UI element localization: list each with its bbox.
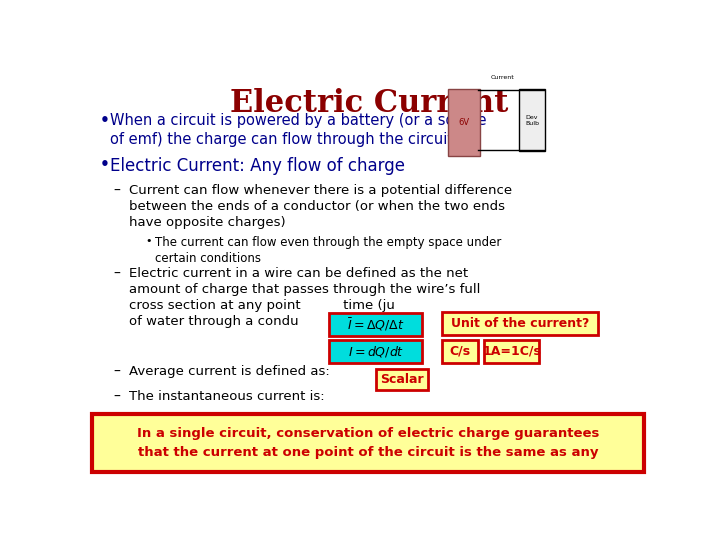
Text: Current: Current [490,75,514,80]
Text: –: – [113,390,120,404]
Text: The instantaneous current is:: The instantaneous current is: [129,390,325,403]
Text: •: • [99,112,109,127]
Text: •: • [99,157,109,172]
Text: In a single circuit, conservation of electric charge guarantees
that the current: In a single circuit, conservation of ele… [137,427,600,459]
FancyBboxPatch shape [442,340,477,363]
Text: The current can flow even through the empty space under
certain conditions: The current can flow even through the em… [155,236,501,265]
Text: 6V: 6V [458,118,469,127]
FancyBboxPatch shape [92,414,644,472]
FancyBboxPatch shape [519,89,545,151]
Text: Electric Current: Electric Current [230,88,508,119]
Text: –: – [113,184,120,198]
Text: Electric Current: Any flow of charge: Electric Current: Any flow of charge [110,157,405,175]
FancyBboxPatch shape [376,369,428,390]
Text: $\bar{I} = \Delta Q/\Delta t$: $\bar{I} = \Delta Q/\Delta t$ [347,316,405,333]
Text: 1A=1C/s: 1A=1C/s [482,345,541,357]
FancyBboxPatch shape [330,313,423,336]
FancyBboxPatch shape [330,340,423,363]
FancyBboxPatch shape [448,89,480,156]
Text: Scalar: Scalar [380,373,424,386]
Text: –: – [113,365,120,379]
Text: Dev
Bulb: Dev Bulb [525,115,539,125]
Text: $I = dQ/dt$: $I = dQ/dt$ [348,344,404,359]
Text: Unit of the current?: Unit of the current? [451,317,589,330]
Text: C/s: C/s [449,345,470,357]
Text: When a circuit is powered by a battery (or a source
of emf) the charge can flow : When a circuit is powered by a battery (… [110,112,487,147]
FancyBboxPatch shape [485,340,539,363]
FancyBboxPatch shape [442,312,598,335]
Text: Average current is defined as:: Average current is defined as: [129,365,330,378]
Text: Electric current in a wire can be defined as the net
amount of charge that passe: Electric current in a wire can be define… [129,267,480,328]
Text: Current can flow whenever there is a potential difference
between the ends of a : Current can flow whenever there is a pot… [129,184,512,229]
Text: –: – [113,267,120,281]
Text: •: • [145,236,153,246]
